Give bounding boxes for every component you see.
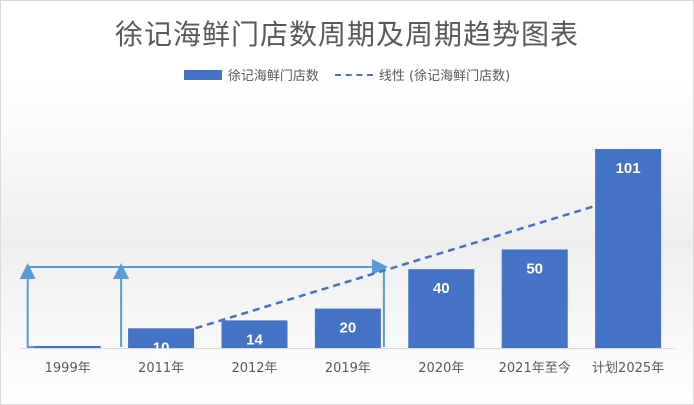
bars: 1 10 14 20 40 50 101 xyxy=(34,149,662,374)
trendline xyxy=(160,194,629,340)
bar-value-label-0: 1 xyxy=(64,357,72,374)
legend-item-bars: 徐记海鲜门店数 xyxy=(183,65,319,84)
bar-value-label-4: 40 xyxy=(433,280,450,297)
x-tick-label-0: 1999年 xyxy=(45,361,91,376)
bar-2 xyxy=(221,320,288,348)
legend-trend-label: 线性 (徐记海鲜门店数) xyxy=(378,69,511,84)
x-tick-label-3: 2019年 xyxy=(325,361,371,376)
chart-title: 徐记海鲜门店数周期及周期趋势图表 xyxy=(114,18,579,51)
chart-legend: 徐记海鲜门店数 线性 (徐记海鲜门店数) xyxy=(1,65,693,84)
x-axis: 1999年 2011年 2012年 2019年 2020年 2021年至今 计划2025年 xyxy=(21,348,675,376)
legend-trend-swatch xyxy=(334,73,373,76)
legend-bar-swatch xyxy=(183,69,222,80)
x-tick-label-5: 2021年至今 xyxy=(499,360,571,376)
x-tick-label-1: 2011年 xyxy=(138,361,184,376)
bar-value-label-6: 101 xyxy=(616,160,641,177)
x-tick-label-6: 计划2025年 xyxy=(592,361,664,376)
bar-6 xyxy=(595,149,662,348)
annotation-arrow-1999 xyxy=(19,263,100,348)
bar-4 xyxy=(408,269,475,348)
bar-value-label-2: 14 xyxy=(246,331,263,348)
legend-item-trend: 线性 (徐记海鲜门店数) xyxy=(334,65,511,84)
bar-value-label-3: 20 xyxy=(340,320,357,337)
trendline-path xyxy=(160,194,629,340)
x-tick-label-2: 2012年 xyxy=(231,361,277,376)
bar-3 xyxy=(314,308,381,348)
bar-0 xyxy=(34,346,101,348)
legend-bar-label: 徐记海鲜门店数 xyxy=(227,69,319,84)
bar-value-label-1: 10 xyxy=(153,339,170,356)
bar-5 xyxy=(501,249,568,348)
bar-value-label-5: 50 xyxy=(526,260,543,277)
x-tick-label-4: 2020年 xyxy=(418,361,464,376)
